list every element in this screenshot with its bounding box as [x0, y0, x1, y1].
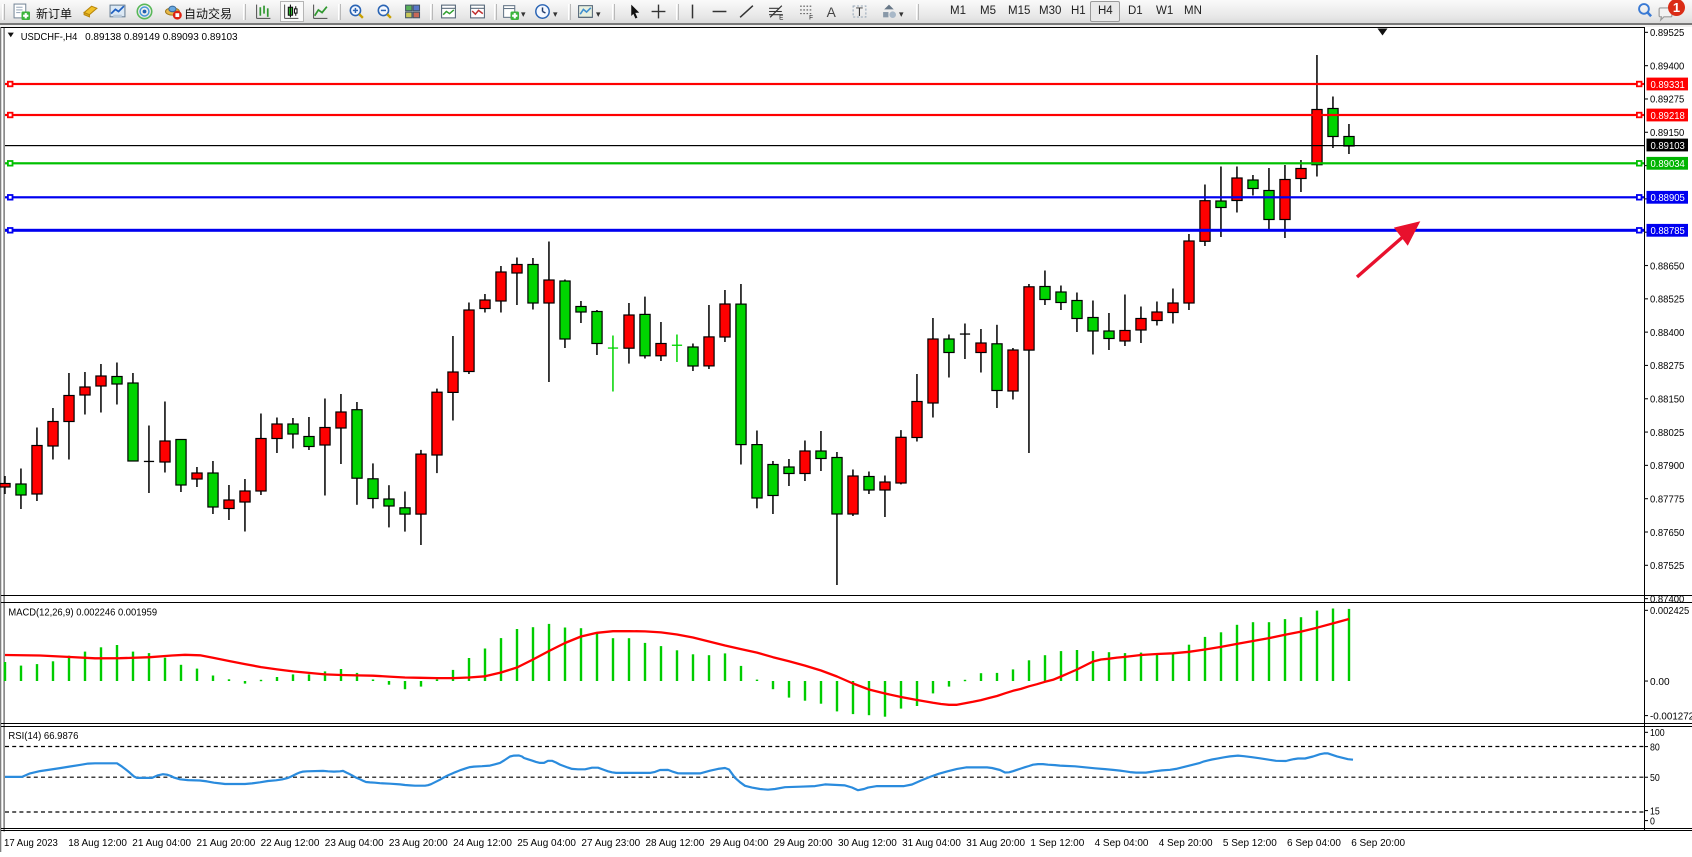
svg-text:0.88275: 0.88275 — [1650, 360, 1684, 372]
svg-text:MACD(12,26,9) 0.002246 0.00195: MACD(12,26,9) 0.002246 0.001959 — [8, 607, 157, 619]
svg-text:0.89400: 0.89400 — [1650, 60, 1684, 72]
svg-text:0.87400: 0.87400 — [1650, 593, 1684, 605]
svg-text:23 Aug 20:00: 23 Aug 20:00 — [389, 837, 448, 849]
svg-text:24 Aug 12:00: 24 Aug 12:00 — [453, 837, 512, 849]
svg-text:0.88400: 0.88400 — [1650, 327, 1684, 339]
svg-text:0.89150: 0.89150 — [1650, 127, 1684, 139]
svg-text:22 Aug 12:00: 22 Aug 12:00 — [261, 837, 320, 849]
svg-text:6 Sep 04:00: 6 Sep 04:00 — [1287, 837, 1341, 849]
svg-text:21 Aug 20:00: 21 Aug 20:00 — [197, 837, 256, 849]
svg-text:80: 80 — [1650, 741, 1660, 753]
svg-text:4 Sep 04:00: 4 Sep 04:00 — [1095, 837, 1149, 849]
svg-text:T: T — [856, 6, 863, 19]
svg-text:100: 100 — [1650, 727, 1665, 739]
svg-text:0: 0 — [1650, 815, 1655, 827]
svg-text:28 Aug 12:00: 28 Aug 12:00 — [646, 837, 705, 849]
svg-text:17 Aug 2023: 17 Aug 2023 — [4, 837, 58, 849]
svg-text:0.89034: 0.89034 — [1651, 158, 1685, 170]
svg-text:30 Aug 12:00: 30 Aug 12:00 — [838, 837, 897, 849]
svg-text:USDCHF-,H4: USDCHF-,H4 — [21, 31, 78, 43]
svg-text:23 Aug 04:00: 23 Aug 04:00 — [325, 837, 384, 849]
svg-text:0.88025: 0.88025 — [1650, 427, 1684, 439]
svg-text:0.89138 0.89149 0.89093 0.8910: 0.89138 0.89149 0.89093 0.89103 — [85, 31, 238, 43]
svg-text:0.87775: 0.87775 — [1650, 493, 1684, 505]
svg-text:21 Aug 04:00: 21 Aug 04:00 — [132, 837, 191, 849]
svg-text:0.89331: 0.89331 — [1651, 79, 1685, 91]
svg-text:5 Sep 12:00: 5 Sep 12:00 — [1223, 837, 1277, 849]
svg-text:4 Sep 20:00: 4 Sep 20:00 — [1159, 837, 1213, 849]
svg-text:0.88905: 0.88905 — [1651, 192, 1685, 204]
svg-text:29 Aug 04:00: 29 Aug 04:00 — [710, 837, 769, 849]
svg-text:31 Aug 04:00: 31 Aug 04:00 — [902, 837, 961, 849]
svg-text:0.89525: 0.89525 — [1650, 27, 1684, 39]
svg-text:18 Aug 12:00: 18 Aug 12:00 — [68, 837, 127, 849]
svg-text:0.87900: 0.87900 — [1650, 460, 1684, 472]
svg-text:31 Aug 20:00: 31 Aug 20:00 — [966, 837, 1025, 849]
svg-text:0.88650: 0.88650 — [1650, 260, 1684, 272]
svg-text:25 Aug 04:00: 25 Aug 04:00 — [517, 837, 576, 849]
svg-text:0.88785: 0.88785 — [1651, 225, 1685, 237]
svg-text:6 Sep 20:00: 6 Sep 20:00 — [1351, 837, 1405, 849]
svg-text:50: 50 — [1650, 772, 1660, 784]
svg-text:29 Aug 20:00: 29 Aug 20:00 — [774, 837, 833, 849]
svg-text:0.88525: 0.88525 — [1650, 294, 1684, 306]
svg-text:0.87525: 0.87525 — [1650, 560, 1684, 572]
svg-text:1 Sep 12:00: 1 Sep 12:00 — [1030, 837, 1084, 849]
svg-text:0.89275: 0.89275 — [1650, 94, 1684, 106]
svg-text:-0.001272: -0.001272 — [1650, 710, 1692, 722]
svg-text:RSI(14) 66.9876: RSI(14) 66.9876 — [8, 730, 78, 742]
svg-text:0.00: 0.00 — [1650, 676, 1670, 688]
svg-text:0.89218: 0.89218 — [1651, 110, 1685, 122]
svg-text:27 Aug 23:00: 27 Aug 23:00 — [581, 837, 640, 849]
svg-text:15: 15 — [1650, 805, 1660, 817]
svg-text:0.89103: 0.89103 — [1651, 140, 1685, 152]
svg-text:A: A — [827, 4, 837, 20]
svg-text:0.87650: 0.87650 — [1650, 527, 1684, 539]
svg-text:E: E — [779, 14, 783, 20]
svg-text:0.002425: 0.002425 — [1650, 605, 1689, 617]
svg-text:F: F — [809, 14, 813, 20]
svg-text:0.88150: 0.88150 — [1650, 394, 1684, 406]
